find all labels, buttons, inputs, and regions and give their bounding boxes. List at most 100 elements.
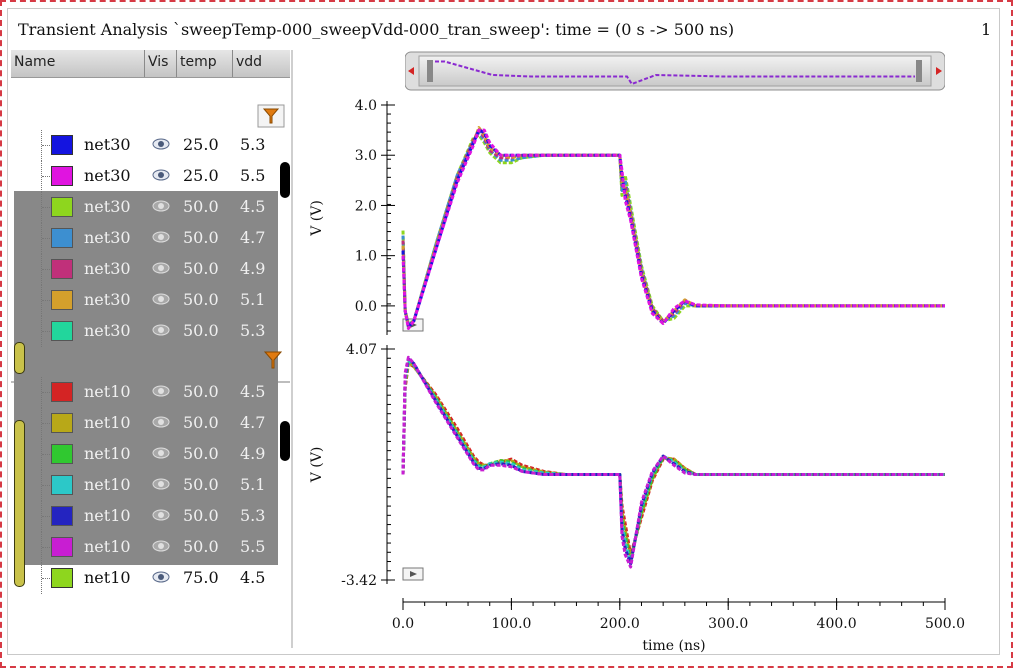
visibility-eye-icon[interactable] [151, 198, 171, 214]
signal-name: net30 [84, 197, 131, 217]
column-header-vis[interactable]: Vis [145, 50, 177, 77]
series-line[interactable] [403, 360, 945, 562]
series-line[interactable] [403, 130, 945, 328]
signal-row[interactable]: net30 50.0 5.1 [11, 285, 290, 316]
y-tick-label: 0.0 [355, 299, 377, 315]
signal-name: net30 [84, 135, 131, 155]
signal-color-swatch[interactable] [51, 568, 73, 588]
signal-color-swatch[interactable] [51, 444, 73, 464]
signal-name: net10 [84, 444, 131, 464]
x-tick-label: 200.0 [600, 616, 640, 632]
signal-row[interactable]: net10 50.0 5.5 [11, 532, 290, 563]
visibility-eye-icon[interactable] [151, 383, 171, 399]
scrollbar-thumb-yellow-top[interactable] [14, 342, 25, 374]
signal-list-header: Name Vis temp vdd [11, 50, 290, 78]
overview-right-handle[interactable] [916, 60, 922, 82]
signal-row[interactable]: net10 50.0 5.3 [11, 501, 290, 532]
visibility-eye-icon[interactable] [151, 167, 171, 183]
lower-plot[interactable]: 4.07 -3.42 V (V) 0.0 100.0 200.0 300.0 400.0 500… [309, 342, 965, 654]
column-header-temp[interactable]: temp [177, 50, 233, 77]
visibility-eye-icon[interactable] [151, 476, 171, 492]
signal-vdd: 4.9 [240, 259, 265, 279]
visibility-eye-icon[interactable] [151, 291, 171, 307]
signal-name: net30 [84, 290, 131, 310]
signal-vdd: 4.7 [240, 228, 265, 248]
signal-vdd: 5.3 [240, 135, 265, 155]
signal-row[interactable]: net30 50.0 4.7 [11, 223, 290, 254]
signal-row[interactable]: net30 50.0 4.5 [11, 192, 290, 223]
signal-row[interactable]: net30 50.0 5.3 [11, 316, 290, 347]
y-tick-label: 4.0 [355, 98, 377, 114]
y-tick-label: 2.0 [355, 198, 377, 214]
signal-temp: 50.0 [183, 290, 219, 310]
overview-strip[interactable] [405, 50, 945, 92]
signal-name: net30 [84, 166, 131, 186]
scrollbar-yellow-bottom[interactable] [14, 420, 25, 587]
signal-list-panel: Name Vis temp vdd net30 25.0 5.3 net30 25.0 5… [11, 50, 290, 648]
waveform-plots[interactable]: 4.0 3.0 2.0 1.0 0.0 V (V) 4.07 -3.42 V (V) 0.0 10… [295, 95, 995, 655]
visibility-eye-icon[interactable] [151, 229, 171, 245]
scrollbar-thumb-top[interactable] [280, 162, 290, 198]
panel-divider[interactable] [291, 50, 293, 648]
signal-color-swatch[interactable] [51, 475, 73, 495]
visibility-eye-icon[interactable] [151, 569, 171, 585]
visibility-eye-icon[interactable] [151, 507, 171, 523]
x-tick-label: 400.0 [817, 616, 857, 632]
signal-color-swatch[interactable] [51, 259, 73, 279]
signal-color-swatch[interactable] [51, 228, 73, 248]
signal-color-swatch[interactable] [51, 290, 73, 310]
signal-row[interactable]: net10 75.0 4.5 [11, 563, 290, 594]
x-tick-label: 500.0 [925, 616, 965, 632]
signal-temp: 50.0 [183, 444, 219, 464]
series-line[interactable] [403, 362, 945, 558]
series-line[interactable] [403, 135, 945, 323]
signal-temp: 50.0 [183, 475, 219, 495]
series-line[interactable] [403, 130, 945, 326]
series-line[interactable] [403, 359, 945, 564]
overview-left-handle[interactable] [427, 60, 433, 82]
signal-color-swatch[interactable] [51, 537, 73, 557]
series-line[interactable] [403, 133, 945, 325]
signal-color-swatch[interactable] [51, 321, 73, 341]
column-header-name[interactable]: Name [11, 50, 145, 77]
visibility-eye-icon[interactable] [151, 538, 171, 554]
signal-color-swatch[interactable] [51, 166, 73, 186]
y-tick-label: -3.42 [341, 573, 377, 589]
column-header-vdd[interactable]: vdd [233, 50, 290, 77]
upper-plot[interactable]: 4.0 3.0 2.0 1.0 0.0 V (V) [309, 98, 945, 335]
visibility-eye-icon[interactable] [151, 136, 171, 152]
visibility-eye-icon[interactable] [151, 322, 171, 338]
signal-row[interactable]: net30 50.0 4.9 [11, 254, 290, 285]
signal-name: net10 [84, 475, 131, 495]
signal-name: net10 [84, 413, 131, 433]
y-tick-label: 1.0 [355, 249, 377, 265]
signal-name: net30 [84, 259, 131, 279]
scrollbar-thumb-bottom[interactable] [280, 421, 290, 461]
series-line[interactable] [403, 128, 945, 327]
signal-color-swatch[interactable] [51, 197, 73, 217]
overview-window[interactable] [419, 56, 931, 86]
signal-row[interactable]: net10 50.0 5.1 [11, 470, 290, 501]
x-axis-label: time (ns) [642, 638, 705, 654]
signal-color-swatch[interactable] [51, 506, 73, 526]
signal-row[interactable]: net30 25.0 5.3 [11, 130, 290, 161]
signal-row[interactable]: net10 50.0 4.5 [11, 377, 290, 408]
signal-row[interactable]: net10 50.0 4.7 [11, 408, 290, 439]
visibility-eye-icon[interactable] [151, 445, 171, 461]
signal-row[interactable]: net10 50.0 4.9 [11, 439, 290, 470]
replay-icon[interactable] [403, 568, 423, 580]
signal-vdd: 5.3 [240, 506, 265, 526]
x-tick-label: 0.0 [392, 616, 414, 632]
signal-temp: 25.0 [183, 166, 219, 186]
visibility-eye-icon[interactable] [151, 260, 171, 276]
signal-color-swatch[interactable] [51, 382, 73, 402]
corner-index: 1 [981, 20, 991, 39]
series-line[interactable] [403, 130, 945, 327]
filter-icon[interactable] [257, 104, 285, 128]
signal-color-swatch[interactable] [51, 135, 73, 155]
signal-vdd: 5.1 [240, 290, 265, 310]
filter-icon-bottom[interactable] [259, 348, 287, 372]
visibility-eye-icon[interactable] [151, 414, 171, 430]
signal-row[interactable]: net30 25.0 5.5 [11, 161, 290, 192]
signal-color-swatch[interactable] [51, 413, 73, 433]
